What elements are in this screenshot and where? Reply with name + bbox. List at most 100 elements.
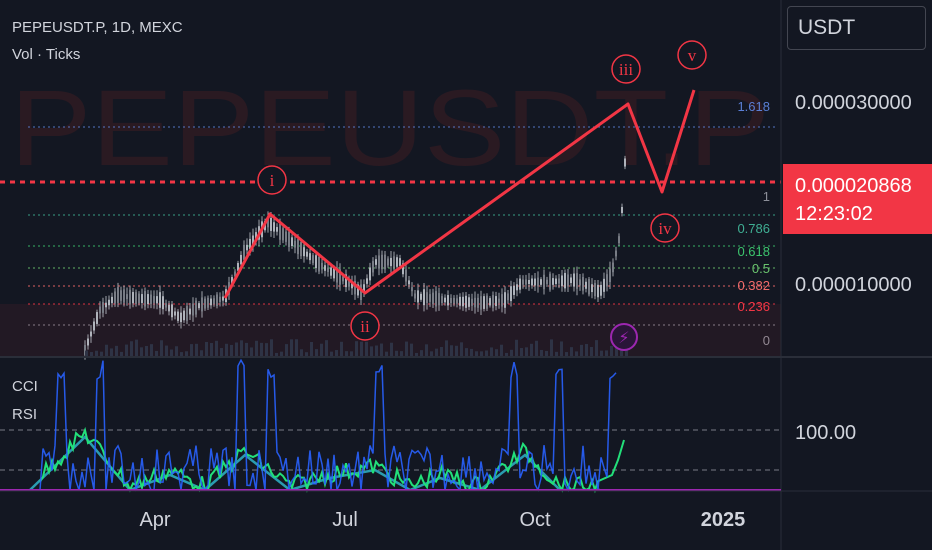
fib-level-label: 0.382 (737, 278, 770, 293)
candle-body (276, 227, 278, 232)
candle-body (102, 302, 104, 313)
candle-body (153, 296, 155, 303)
currency-selector[interactable]: USDT (787, 6, 926, 50)
candle-body (588, 279, 590, 295)
candle-body (360, 284, 362, 301)
volume-bar (585, 344, 588, 357)
volume-bar (505, 352, 508, 357)
candle-body (168, 304, 170, 312)
candle-body (99, 306, 101, 314)
candle-body (486, 295, 488, 309)
candle-body (597, 284, 599, 298)
candle-body (144, 291, 146, 307)
volume-bar (250, 347, 253, 357)
volume-bar (450, 345, 453, 357)
candle-body (270, 217, 272, 231)
volume-bar (190, 344, 193, 357)
candle-body (294, 240, 296, 248)
candle-body (522, 279, 524, 285)
wave-label: ii (360, 317, 370, 336)
candle-body (390, 257, 392, 267)
volume-bar (515, 339, 518, 357)
candle-body (489, 298, 491, 306)
price-axis-label: 0.000010000 (795, 274, 912, 296)
volume-bar (95, 350, 98, 357)
volume-label[interactable]: Vol · Ticks (12, 46, 81, 63)
volume-bar (305, 352, 308, 357)
candle-body (606, 274, 608, 287)
candle-body (519, 278, 521, 290)
candle-body (120, 290, 122, 301)
candle-body (129, 289, 131, 305)
volume-bar (435, 348, 438, 357)
candle-body (414, 293, 416, 299)
candle-body (483, 296, 485, 309)
volume-bar (160, 340, 163, 357)
volume-bar (500, 344, 503, 357)
candle-body (195, 300, 197, 315)
rsi-label[interactable]: RSI (12, 406, 38, 423)
candle-body (267, 216, 269, 228)
volume-bar (350, 351, 353, 357)
cci-line (39, 358, 617, 493)
volume-bar (415, 352, 418, 357)
volume-bar (485, 350, 488, 357)
candle-body (435, 291, 437, 307)
volume-bar (165, 345, 168, 357)
candle-body (528, 279, 530, 285)
candle-body (384, 254, 386, 270)
candle-body (456, 298, 458, 304)
candle-body (165, 303, 167, 308)
candle-body (570, 277, 572, 284)
candle-body (117, 287, 119, 303)
candle-body (375, 259, 377, 265)
volume-bar (410, 343, 413, 357)
candle-body (468, 297, 470, 307)
candle-body (498, 298, 500, 303)
time-axis-label: Jul (332, 509, 358, 531)
candle-body (306, 251, 308, 257)
volume-bar (135, 339, 138, 357)
candle-body (174, 311, 176, 316)
candle-body (84, 345, 86, 355)
volume-bar (140, 347, 143, 357)
cci-label[interactable]: CCI (12, 378, 38, 395)
candle-body (396, 257, 398, 267)
candle-body (345, 274, 347, 288)
candle-body (441, 296, 443, 304)
candle-body (417, 290, 419, 303)
volume-bar (185, 351, 188, 357)
volume-bar (345, 351, 348, 357)
lightning-icon (610, 323, 638, 351)
volume-bar (270, 339, 273, 357)
volume-bar (235, 342, 238, 357)
candle-body (459, 296, 461, 306)
wave-marker (677, 40, 707, 70)
candle-body (312, 255, 314, 264)
volume-bar (325, 340, 328, 357)
candle-body (465, 295, 467, 308)
candle-body (537, 277, 539, 287)
candle-body (156, 296, 158, 304)
volume-bar (280, 351, 283, 357)
candle-body (150, 294, 152, 304)
volume-bar (175, 346, 178, 357)
volume-bar (610, 345, 613, 357)
volume-bar (405, 341, 408, 357)
time-axis-label: 2025 (701, 509, 746, 531)
volume-bar (445, 340, 448, 357)
volume-bar (155, 350, 158, 357)
volume-bar (560, 341, 563, 357)
candle-body (189, 308, 191, 315)
volume-bar (85, 350, 88, 357)
symbol-title[interactable]: PEPEUSDT.P, 1D, MEXC (12, 19, 183, 36)
volume-bar (420, 350, 423, 357)
volume-bar (490, 347, 493, 357)
candle-body (96, 312, 98, 324)
indicator-pane (0, 358, 781, 494)
candle-body (621, 206, 623, 214)
volume-bar (365, 341, 368, 357)
wave-label: iii (619, 60, 633, 79)
candle-body (366, 278, 368, 284)
